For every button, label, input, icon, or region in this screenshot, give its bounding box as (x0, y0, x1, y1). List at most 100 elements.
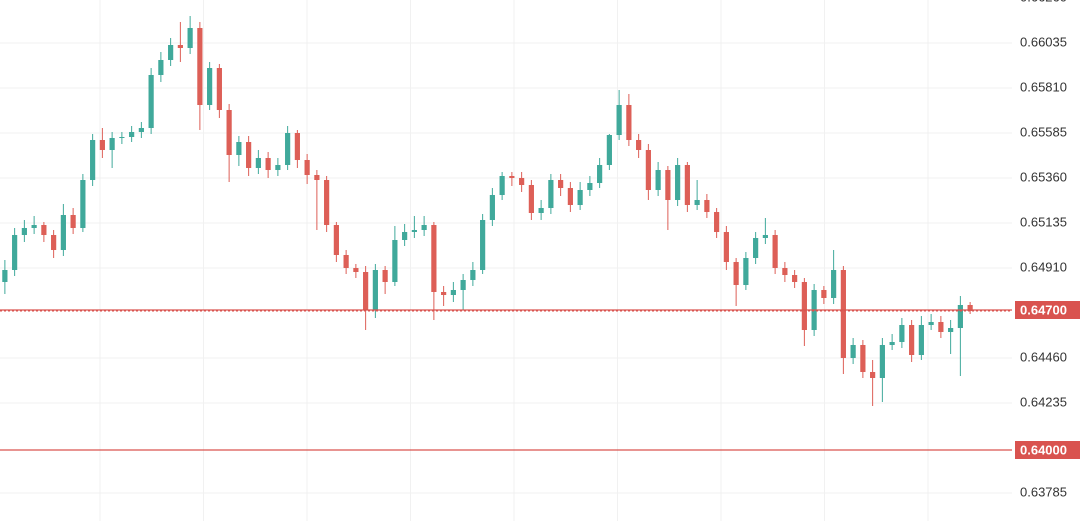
candle-body (694, 200, 700, 205)
candle-body (70, 215, 76, 228)
candle-body (246, 142, 252, 168)
y-tick-label: 0.64235 (1020, 394, 1067, 409)
candle-body (665, 170, 671, 200)
candle-body (606, 135, 612, 165)
candle-body (684, 165, 690, 205)
candle-body (938, 322, 944, 332)
candle-body (519, 178, 525, 185)
candle-body (782, 268, 788, 275)
candle-body (548, 180, 554, 208)
candle-body (333, 225, 339, 255)
y-tick-label: 0.66260 (1020, 0, 1067, 4)
candle-body (197, 28, 203, 105)
y-tick-label: 0.65360 (1020, 169, 1067, 184)
candle-body (753, 238, 759, 258)
candle-body (918, 325, 924, 355)
candle-body (363, 272, 369, 310)
y-tick-label: 0.65135 (1020, 214, 1067, 229)
price-badge-label: 0.64700 (1020, 302, 1067, 317)
candle-body (821, 290, 827, 298)
candle-body (60, 215, 66, 250)
candle-body (90, 140, 96, 180)
candle-body (645, 150, 651, 190)
candle-body (528, 185, 534, 213)
candle-body (860, 345, 866, 372)
candle-body (275, 165, 281, 170)
candle-body (168, 45, 174, 60)
candle-body (558, 180, 564, 188)
candle-body (421, 225, 427, 230)
candle-body (489, 195, 495, 220)
candle-body (109, 138, 115, 150)
candle-body (265, 158, 271, 170)
candle-body (392, 240, 398, 282)
candle-body (831, 270, 837, 298)
candle-body (460, 280, 466, 290)
candle-body (967, 305, 973, 311)
candle-body (216, 68, 222, 110)
candle-body (226, 110, 232, 155)
candle-body (450, 290, 456, 295)
candle-body (899, 325, 905, 342)
candle-body (889, 342, 895, 345)
candle-body (148, 75, 154, 128)
candle-body (177, 45, 183, 48)
price-badge (1015, 441, 1080, 459)
candle-body (957, 305, 963, 328)
candle-body (587, 183, 593, 190)
candle-body (138, 128, 144, 132)
candle-body (31, 225, 37, 228)
candle-body (41, 225, 47, 235)
candle-body (99, 140, 105, 150)
candle-body (499, 176, 505, 195)
candle-body (294, 133, 300, 160)
candle-body (353, 268, 359, 272)
candle-body (255, 158, 261, 168)
candle-body (431, 225, 437, 292)
candle-body (324, 180, 330, 225)
candle-body (382, 270, 388, 282)
candle-body (577, 190, 583, 205)
y-tick-label: 0.64460 (1020, 349, 1067, 364)
y-tick-label: 0.65585 (1020, 124, 1067, 139)
price-badge (1015, 301, 1080, 319)
candle-body (850, 345, 856, 358)
y-tick-label: 0.66035 (1020, 34, 1067, 49)
candle-body (236, 142, 242, 155)
candle-body (314, 175, 320, 180)
candle-body (51, 235, 57, 250)
candle-body (792, 275, 798, 282)
candle-body (636, 140, 642, 150)
price-badge-label: 0.64000 (1020, 442, 1067, 457)
candle-body (655, 170, 661, 190)
candle-body (675, 165, 681, 200)
candle-body (733, 262, 739, 285)
candle-body (80, 180, 86, 228)
candle-body (441, 292, 447, 295)
candle-body (928, 322, 934, 325)
candle-body (772, 235, 778, 268)
candle-body (207, 68, 213, 105)
candle-body (2, 270, 8, 282)
candle-body (538, 208, 544, 213)
candle-body (909, 325, 915, 355)
candle-body (762, 235, 768, 238)
candle-body (743, 258, 749, 285)
candle-body (119, 137, 125, 138)
candle-body (372, 270, 378, 310)
candle-body (129, 132, 135, 137)
candle-body (870, 372, 876, 378)
candle-body (411, 230, 417, 232)
candle-body (158, 60, 164, 75)
candle-body (840, 270, 846, 358)
candle-body (480, 220, 486, 270)
candle-body (567, 188, 573, 205)
y-tick-label: 0.64910 (1020, 259, 1067, 274)
candle-body (187, 28, 193, 48)
candle-body (12, 235, 18, 270)
candle-body (402, 232, 408, 240)
y-tick-label: 0.63785 (1020, 484, 1067, 499)
candle-body (704, 200, 710, 212)
candle-body (714, 212, 720, 232)
